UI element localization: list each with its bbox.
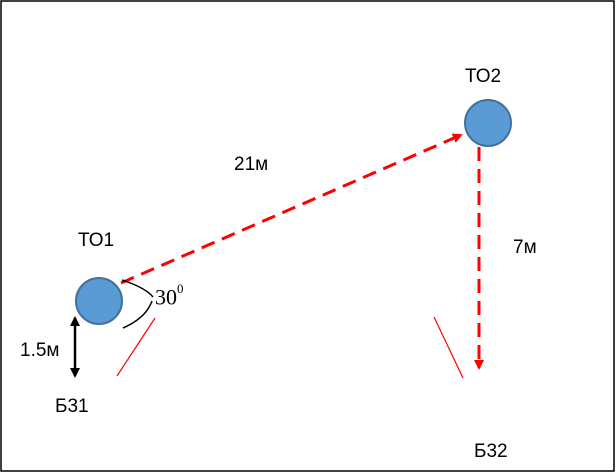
b32-line bbox=[433, 316, 464, 379]
angle-superscript: 0 bbox=[177, 281, 184, 296]
node-to1-label: ТО1 bbox=[78, 230, 115, 251]
distance-label-7m: 7м bbox=[513, 237, 537, 258]
angle-label: 300 bbox=[155, 282, 184, 310]
angle-arc-lower bbox=[122, 300, 153, 329]
node-to1 bbox=[75, 277, 123, 325]
distance-arrow-to1-to2 bbox=[120, 133, 463, 285]
node-to2-label: ТО2 bbox=[465, 66, 502, 87]
angle-value: 30 bbox=[155, 284, 177, 310]
distance-label-21m: 21м bbox=[234, 154, 269, 175]
angle-arc-upper bbox=[121, 279, 154, 298]
marker-label-b31: Б31 bbox=[55, 396, 89, 417]
distance-label-1-5m: 1.5м bbox=[20, 340, 60, 361]
b31-line bbox=[116, 317, 156, 377]
node-to2 bbox=[464, 99, 512, 147]
marker-label-b32: Б32 bbox=[474, 441, 508, 462]
